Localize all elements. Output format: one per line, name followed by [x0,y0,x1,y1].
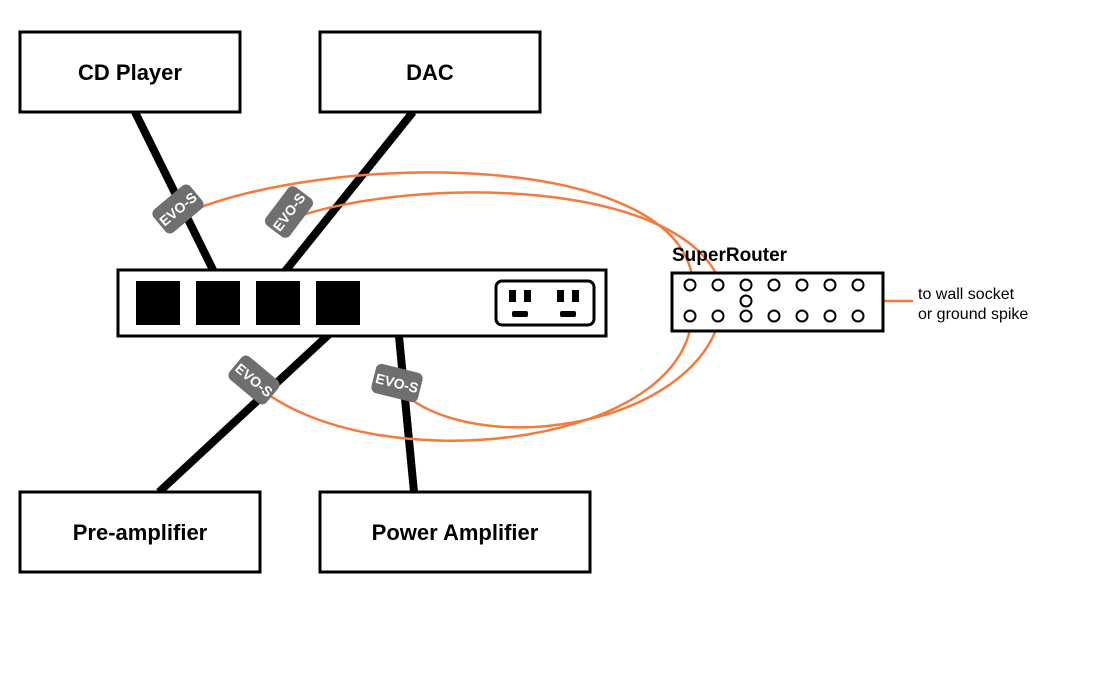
component-power: Power Amplifier [320,492,590,572]
power-cable [398,326,414,492]
component-pre: Pre-amplifier [20,492,260,572]
power-cable [159,326,338,492]
evo-s-tag: EVO-S [150,182,206,236]
strip-slot-filled [196,281,240,325]
router-terminal [685,280,696,291]
component-cd: CD Player [20,32,240,112]
signal-cable [181,172,693,282]
router-terminal [797,280,808,291]
annotation-line2: or ground spike [918,306,1028,323]
strip-slot-outlet-pair [496,281,594,325]
strip-slot-filled [136,281,180,325]
strip-slot-filled [256,281,300,325]
router-terminal [825,311,836,322]
router-terminal [769,280,780,291]
evo-s-tag: EVO-S [263,184,316,240]
router-terminal-center [741,296,752,307]
router-terminal [741,311,752,322]
strip-slot-filled [316,281,360,325]
router-terminal [685,311,696,322]
annotation: to wall socket or ground spike [918,286,1028,323]
super-router-title: SuperRouter [672,245,788,266]
evo-s-tag: EVO-S [370,363,424,404]
router-terminal [853,311,864,322]
router-terminal [797,311,808,322]
router-terminal [769,311,780,322]
component-label: Power Amplifier [372,520,539,545]
router-terminal [713,280,724,291]
router-terminal [713,311,724,322]
router-terminal [741,280,752,291]
component-label: Pre-amplifier [73,520,208,545]
super-router: SuperRouter [672,245,883,331]
router-terminal [853,280,864,291]
power-strip [118,270,606,336]
component-label: CD Player [78,60,182,85]
annotation-line1: to wall socket [918,286,1015,303]
router-terminal [825,280,836,291]
component-label: DAC [406,60,454,85]
component-dac: DAC [320,32,540,112]
